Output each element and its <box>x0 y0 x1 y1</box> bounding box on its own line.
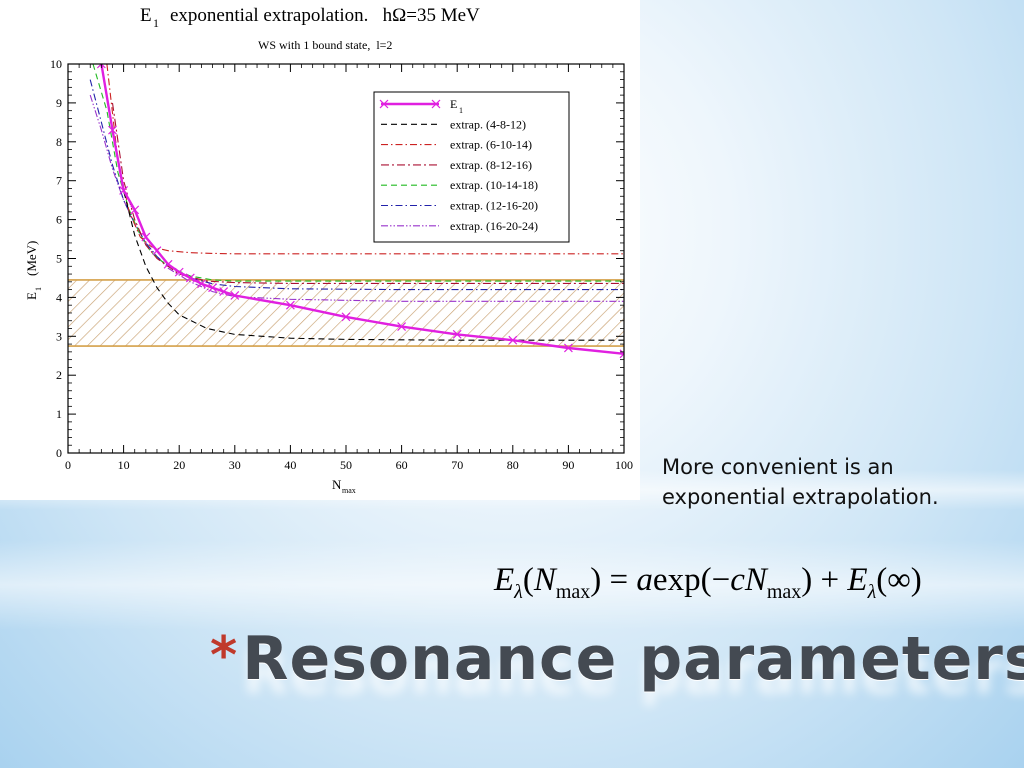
chart-title-E-sub: 1 <box>153 16 159 30</box>
data-point-marker <box>341 312 351 322</box>
legend-box <box>373 91 570 243</box>
y-tick-label: 8 <box>56 135 62 149</box>
legend-marker <box>431 99 441 109</box>
y-tick-label: 0 <box>56 446 62 460</box>
x-tick-label: 50 <box>340 458 352 472</box>
data-point-marker <box>452 329 462 339</box>
x-axis-label-sub: max <box>342 486 356 495</box>
formula-max: max <box>766 581 802 603</box>
slide-title: Resonance parameters <box>242 624 1024 694</box>
y-tick-label: 10 <box>50 57 62 71</box>
legend-label: extrap. (4-8-12) <box>450 117 526 131</box>
y-tick-label: 6 <box>56 213 62 227</box>
legend-label: extrap. (6-10-14) <box>450 138 532 152</box>
x-tick-label: 100 <box>615 458 633 472</box>
x-tick-label: 20 <box>173 458 185 472</box>
formula-equals: = <box>601 562 637 598</box>
data-point-marker <box>108 125 117 135</box>
legend-label: extrap. (8-12-16) <box>450 158 532 172</box>
chart-subtitle: WS with 1 bound state, l=2 <box>258 38 392 52</box>
chart-title-E: E <box>140 5 152 26</box>
data-point-marker <box>119 186 129 195</box>
chart-svg: E 1 exponential extrapolation. hΩ=35 MeV… <box>24 5 633 495</box>
formula-minus: − <box>711 562 731 598</box>
formula-E: E <box>494 562 515 598</box>
x-tick-label: 90 <box>562 458 574 472</box>
slide-title-wrap: * Resonance parameters <box>210 624 1024 704</box>
y-tick-label: 3 <box>56 329 62 343</box>
data-point-marker <box>152 246 162 256</box>
series-line-6 <box>89 94 624 302</box>
data-point-marker <box>230 291 240 300</box>
data-point-marker <box>619 349 624 359</box>
background-band <box>0 540 1024 630</box>
data-point-marker <box>185 273 195 283</box>
chart-panel: E 1 exponential extrapolation. hΩ=35 MeV… <box>0 0 640 500</box>
y-axis-label: (MeV) <box>24 241 39 276</box>
formula-lambda: λ <box>867 581 877 603</box>
x-tick-label: 30 <box>229 458 241 472</box>
chart-title: exponential extrapolation. hΩ=35 MeV <box>170 5 480 26</box>
y-tick-label: 7 <box>56 174 62 188</box>
x-tick-label: 80 <box>507 458 519 472</box>
formula-paren: ( <box>522 562 534 598</box>
y-tick-label: 2 <box>56 368 62 382</box>
formula-exp: exp( <box>652 562 712 598</box>
data-point-marker <box>130 205 140 215</box>
legend-label-sub: 1 <box>459 106 463 115</box>
series-line-0 <box>100 64 624 355</box>
legend-label: E <box>450 97 457 111</box>
legend-label: extrap. (16-20-24) <box>450 219 538 233</box>
y-tick-label: 5 <box>56 252 62 266</box>
formula-E: E <box>847 562 868 598</box>
data-point-marker <box>163 259 173 269</box>
y-tick-label: 4 <box>56 290 62 304</box>
formula-max: max <box>555 581 591 603</box>
x-axis-label: N <box>332 477 342 492</box>
data-point-marker <box>96 64 106 69</box>
data-point-marker <box>174 267 184 277</box>
data-point-marker <box>563 343 573 353</box>
formula-c: c <box>730 562 745 598</box>
x-tick-label: 10 <box>118 458 130 472</box>
extrapolation-formula: Eλ(Nmax) = aexp(−cNmax) + Eλ(∞) <box>494 562 994 610</box>
y-axis-label-E-sub: 1 <box>34 287 43 291</box>
data-point-marker <box>197 279 206 289</box>
formula-paren: ) <box>590 562 602 598</box>
bullet-asterisk: * <box>210 626 238 686</box>
legend-marker <box>379 99 389 109</box>
explanation-text: More convenient is an exponential extrap… <box>662 455 939 509</box>
y-tick-label: 9 <box>56 96 62 110</box>
band-hatch <box>68 279 624 347</box>
uncertainty-band <box>68 279 624 347</box>
formula-N: N <box>744 562 767 598</box>
data-point-marker <box>285 300 295 310</box>
x-tick-label: 70 <box>451 458 463 472</box>
formula-infinity: (∞) <box>876 562 922 598</box>
data-point-marker <box>219 287 229 296</box>
data-point-marker <box>141 232 151 242</box>
formula-plus: + <box>812 562 848 598</box>
legend: E 1 extrap. (4-8-12) extrap. (6-10-14) extra… <box>373 91 570 243</box>
x-tick-label: 40 <box>284 458 296 472</box>
data-point-marker <box>508 335 518 345</box>
series-line-3 <box>111 102 624 284</box>
x-tick-label: 60 <box>396 458 408 472</box>
x-tick-label: 0 <box>65 458 71 472</box>
y-tick-label: 1 <box>56 407 62 421</box>
formula-a: a <box>636 562 653 598</box>
formula-paren: ) <box>801 562 813 598</box>
data-point-marker <box>208 283 217 293</box>
formula-lambda: λ <box>514 581 523 603</box>
formula-N: N <box>533 562 556 598</box>
legend-label: extrap. (10-14-18) <box>450 178 538 192</box>
y-axis-label-E: E <box>24 292 39 300</box>
data-point-marker <box>397 322 407 331</box>
legend-label: extrap. (12-16-20) <box>450 199 538 213</box>
